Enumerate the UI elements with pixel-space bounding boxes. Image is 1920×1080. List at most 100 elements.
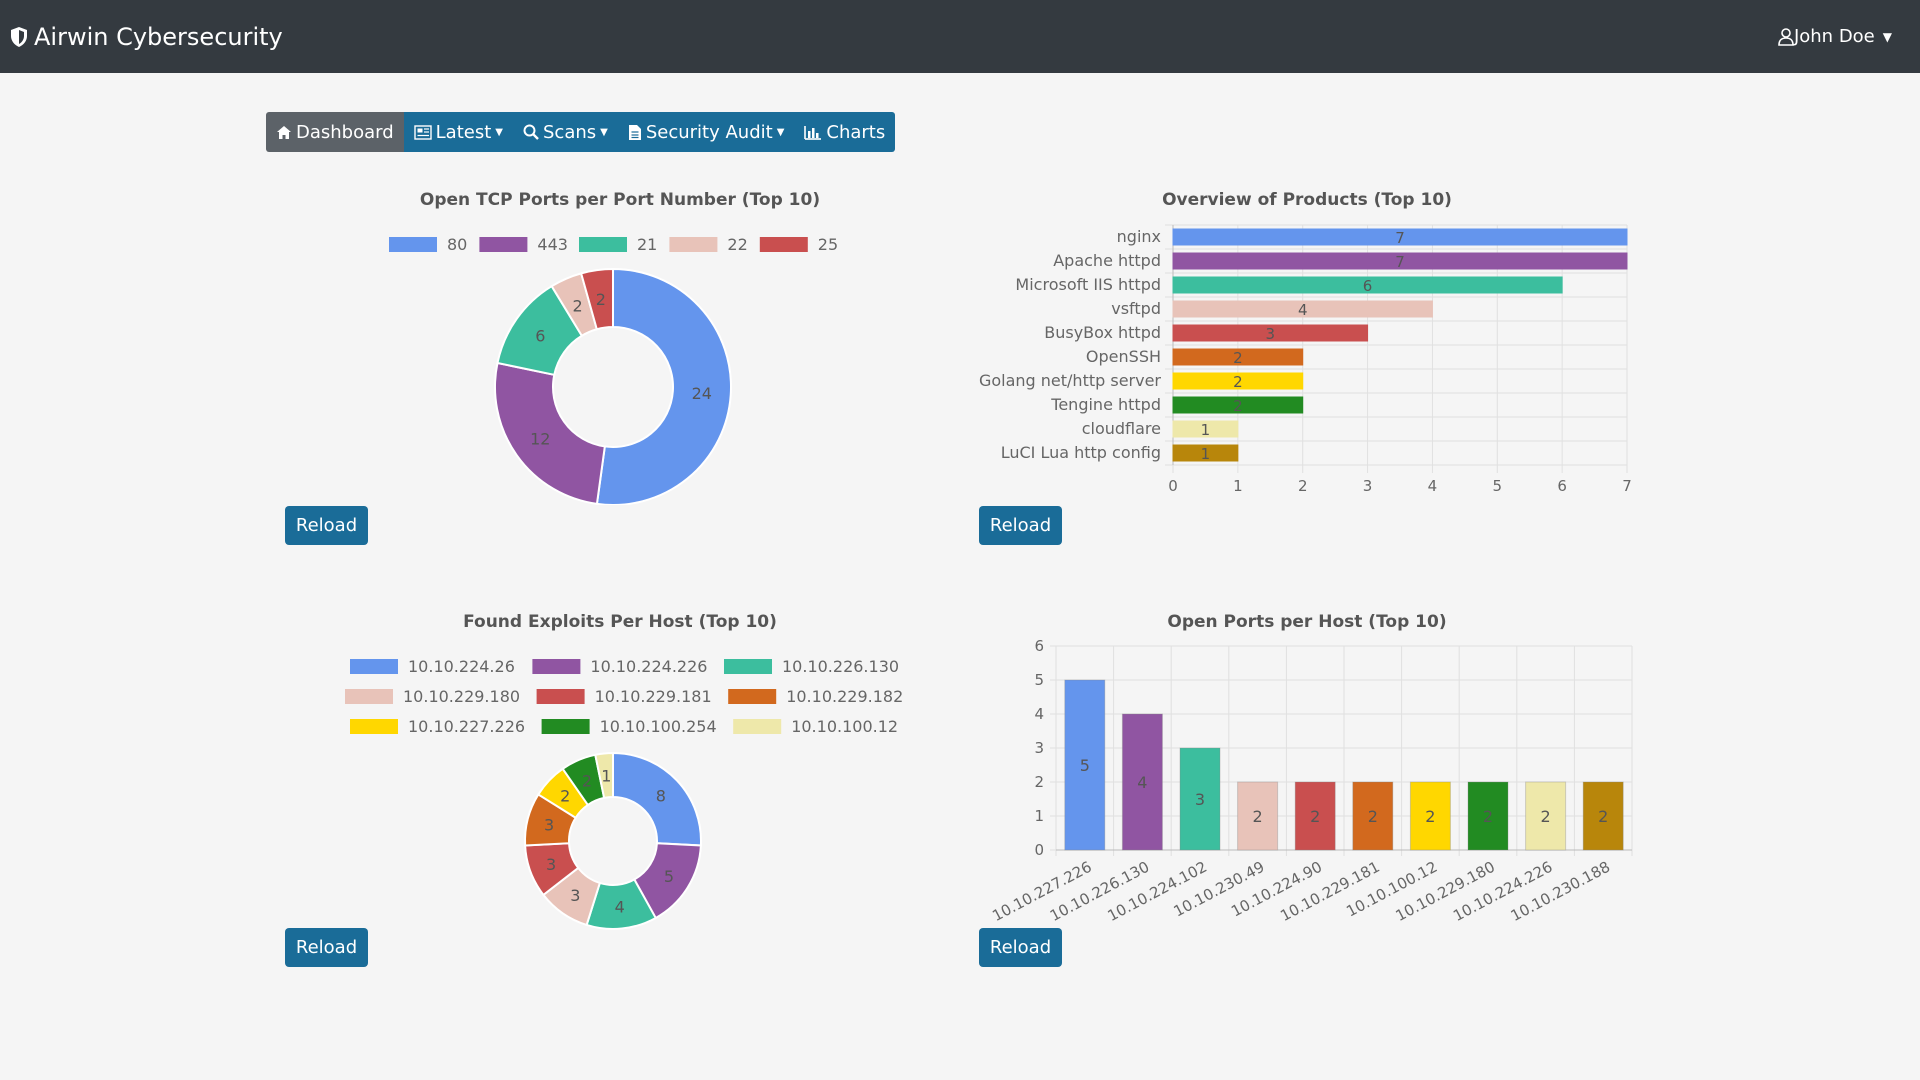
bar (1352, 781, 1394, 851)
y-tick-label: 0 (1034, 841, 1044, 859)
user-name: John Doe (1793, 26, 1875, 47)
y-tick-label: 5 (1034, 671, 1044, 689)
legend-label: 22 (727, 235, 747, 254)
reload-button-products[interactable]: Reload (979, 506, 1062, 545)
chevron-down-icon: ▼ (600, 126, 608, 138)
x-tick-label: 1 (1233, 477, 1243, 495)
legend-swatch (350, 659, 398, 674)
reload-button-tcp-ports[interactable]: Reload (285, 506, 368, 545)
legend-label: 443 (537, 235, 568, 254)
legend-label: 10.10.227.226 (408, 717, 525, 736)
bar (1064, 679, 1106, 851)
x-tick-label: 5 (1493, 477, 1503, 495)
bar (1172, 348, 1304, 366)
data-label: 2 (1233, 349, 1243, 367)
y-tick-label: Microsoft IIS httpd (1015, 275, 1161, 294)
products-chart: 0 1 2 3 4 5 6 7 nginx 7 Apache httpd 7 Microsoft IIS… (979, 224, 1632, 495)
nav-latest[interactable]: Latest ▼ (403, 112, 513, 152)
bar (1172, 228, 1628, 246)
bar (1172, 252, 1628, 270)
reload-button-exploits[interactable]: Reload (285, 928, 368, 967)
y-tick-label: 1 (1034, 807, 1044, 825)
bar (1172, 444, 1239, 462)
user-icon (1778, 27, 1794, 46)
legend-swatch (389, 237, 437, 252)
nav-charts[interactable]: Charts (794, 112, 896, 152)
data-label: 4 (1137, 773, 1147, 792)
pie-slice (494, 361, 606, 505)
legend-label: 10.10.229.182 (786, 687, 903, 706)
data-label: 1 (1201, 421, 1211, 439)
x-tick-label: 2 (1298, 477, 1308, 495)
x-tick-label: 0 (1168, 477, 1178, 495)
chart-title-tcp-ports: Open TCP Ports per Port Number (Top 10) (419, 190, 821, 210)
y-tick-label: 4 (1034, 705, 1044, 723)
ports-host-chart: 0123456510.10.227.226410.10.226.130310.1… (989, 637, 1633, 925)
reload-button-ports-host[interactable]: Reload (979, 928, 1062, 967)
y-tick-label: 3 (1034, 739, 1044, 757)
data-label: 5 (1080, 756, 1090, 775)
legend-label: 10.10.224.226 (590, 657, 707, 676)
data-label: 2 (1483, 807, 1493, 826)
legend-swatch (669, 237, 718, 252)
data-label: 6 (1363, 277, 1373, 295)
nav-label: Charts (826, 121, 886, 143)
bar (1172, 276, 1563, 294)
chevron-down-icon: ▼ (776, 126, 785, 138)
data-label: 1 (1201, 445, 1211, 463)
search-icon (523, 124, 539, 140)
legend-label: 80 (447, 235, 467, 254)
legend-label: 25 (818, 235, 838, 254)
data-label: 2 (1310, 807, 1320, 826)
legend-label: 10.10.229.180 (403, 687, 520, 706)
slice-label: 4 (615, 898, 625, 917)
y-tick-label: vsftpd (1111, 299, 1161, 318)
top-navbar: Airwin Cybersecurity John Doe ▼ (0, 0, 1920, 73)
exploits-chart: 10.10.224.26 10.10.224.226 10.10.226.130 10… (345, 657, 903, 930)
legend-swatch (579, 237, 627, 252)
legend-label: 21 (637, 235, 657, 254)
y-tick-label: Tengine httpd (1050, 395, 1161, 414)
legend-swatch (733, 719, 782, 734)
data-label: 2 (1233, 397, 1243, 415)
bar-chart-icon (804, 125, 822, 140)
pie-slice (612, 751, 702, 847)
y-tick-label: 6 (1034, 637, 1044, 655)
pie-slice (594, 751, 614, 800)
brand[interactable]: Airwin Cybersecurity (10, 23, 283, 51)
bar (1172, 396, 1304, 414)
nav-scans[interactable]: Scans ▼ (513, 112, 618, 152)
nav-security-audit[interactable]: Security Audit ▼ (617, 112, 795, 152)
y-tick-label: BusyBox httpd (1044, 323, 1161, 342)
data-label: 2 (1233, 373, 1243, 391)
chart-title-exploits: Found Exploits Per Host (Top 10) (463, 612, 777, 632)
bar (1582, 781, 1624, 851)
slice-label: 3 (546, 855, 556, 874)
legend-swatch (541, 719, 590, 734)
main-nav: Dashboard Latest ▼ Scans ▼ Security Audi… (266, 112, 896, 152)
bar (1525, 781, 1567, 851)
legend-swatch (728, 689, 777, 704)
bar (1172, 324, 1369, 342)
data-label: 2 (1425, 807, 1435, 826)
slice-label: 24 (692, 384, 712, 403)
bar (1172, 300, 1433, 318)
x-tick-label: 10.10.230.188 (1508, 858, 1613, 925)
document-icon (628, 124, 641, 140)
data-label: 2 (1541, 807, 1551, 826)
bar (1121, 713, 1163, 851)
chevron-down-icon: ▼ (495, 126, 503, 138)
slice-label: 2 (582, 771, 592, 790)
nav-label: Dashboard (296, 121, 394, 143)
nav-label: Scans (543, 121, 597, 143)
bar (1237, 781, 1279, 851)
bar (1467, 781, 1509, 851)
bar (1409, 781, 1451, 851)
nav-dashboard[interactable]: Dashboard (266, 112, 404, 152)
shield-icon (11, 26, 27, 47)
pie-slice (579, 267, 614, 331)
slice-label: 2 (596, 290, 606, 309)
home-icon (277, 125, 291, 139)
pie-slice (595, 267, 732, 505)
user-menu[interactable]: John Doe ▼ (1778, 26, 1892, 47)
